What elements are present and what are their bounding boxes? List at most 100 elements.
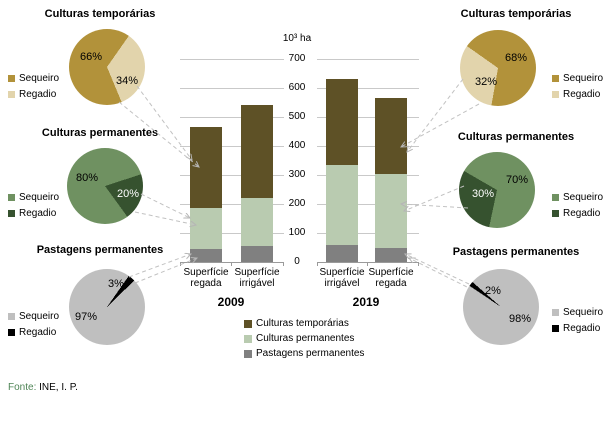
y-tick-label: 0 [294, 256, 300, 267]
legend-label: Sequeiro [563, 191, 604, 203]
legend-swatch [8, 209, 15, 217]
gridline [180, 59, 284, 60]
y-tick-label: 500 [288, 111, 306, 122]
legend-item: Culturas permanentes [244, 331, 364, 346]
bar-segment [375, 98, 407, 174]
pie-culturas-temporarias-2019: 68% 32% [460, 30, 536, 106]
bar-2019-superficie-irrigavel [326, 59, 358, 262]
pie-slice-label: 20% [116, 188, 140, 200]
legend-swatch [244, 319, 252, 328]
pie-culturas-permanentes-2019: 70% 30% [459, 152, 535, 228]
category-label: Superfície regada [368, 267, 414, 289]
y-tick-label: 300 [288, 169, 306, 180]
pie-title-pastagens-permanentes-2019: Pastagens permanentes [452, 246, 580, 258]
pie-slice-label: 3% [108, 278, 124, 290]
legend-label: Culturas permanentes [256, 333, 355, 344]
legend-swatch [552, 324, 559, 332]
gridline [317, 88, 419, 89]
group-label-2019: 2019 [352, 295, 380, 309]
bar-segment [326, 79, 358, 165]
bar-segment [241, 246, 273, 262]
gridline [317, 117, 419, 118]
legend-label: Sequeiro [19, 310, 60, 322]
x-axis-line [317, 262, 419, 263]
bar-2009-superficie-irrigavel [241, 59, 273, 262]
legend-item: Regadio [8, 324, 59, 340]
bar-segment [190, 208, 222, 249]
pie-slice-label: 97% [74, 311, 98, 323]
pie-title-culturas-permanentes-2019: Culturas permanentes [457, 131, 575, 143]
legend-swatch [8, 193, 15, 201]
gridline [180, 175, 284, 176]
gridline [317, 146, 419, 147]
legend-swatch [552, 193, 559, 201]
y-tick-label: 700 [288, 53, 306, 64]
pie-culturas-temporarias-2009: 66% 34% [69, 29, 145, 105]
x-axis-line [180, 262, 284, 263]
bar-segment [326, 164, 358, 245]
category-label: Superfície irrigável [234, 267, 280, 289]
legend-label: Culturas temporárias [256, 318, 349, 329]
legend-swatch [552, 209, 559, 217]
category-label: Superfície regada [183, 267, 229, 289]
pie-pastagens-permanentes-2019: 98% 2% [463, 269, 539, 345]
y-axis-unit: 10³ ha [282, 33, 312, 44]
bar-chart-legend: Culturas temporárias Culturas permanente… [244, 316, 364, 361]
legend-item: Regadio [552, 205, 603, 221]
pie-legend: Sequeiro Regadio [8, 308, 59, 340]
bar-segment [241, 198, 273, 247]
legend-label: Regadio [563, 322, 601, 334]
pie-title-culturas-permanentes-2009: Culturas permanentes [41, 127, 159, 139]
y-tick-label: 200 [288, 198, 306, 209]
legend-swatch [552, 308, 559, 316]
gridline [180, 204, 284, 205]
legend-item: Sequeiro [552, 304, 603, 320]
source-note: Fonte: INE, I. P. [8, 382, 78, 393]
pie-slice-label: 98% [508, 313, 532, 325]
legend-label: Pastagens permanentes [256, 348, 365, 359]
bar-segment [375, 247, 407, 262]
legend-label: Regadio [19, 326, 57, 338]
bar-segment [326, 244, 358, 262]
gridline [317, 59, 419, 60]
legend-item: Sequeiro [8, 189, 59, 205]
pie-title-pastagens-permanentes-2009: Pastagens permanentes [36, 244, 164, 256]
pie-legend: Sequeiro Regadio [552, 189, 603, 221]
bar-segment [375, 173, 407, 248]
legend-label: Sequeiro [563, 72, 604, 84]
pie-legend: Sequeiro Regadio [552, 70, 603, 102]
legend-label: Sequeiro [19, 191, 60, 203]
legend-item: Regadio [552, 86, 603, 102]
pie-slice-label: 34% [115, 75, 139, 87]
bar-segment [190, 248, 222, 262]
pie-slice-label: 66% [79, 51, 103, 63]
legend-item: Sequeiro [552, 70, 603, 86]
pie-slice-label: 70% [505, 174, 529, 186]
pie-legend: Sequeiro Regadio [8, 70, 59, 102]
axis-tick [418, 262, 419, 266]
axis-tick [367, 262, 368, 266]
source-prefix: Fonte: [8, 382, 37, 393]
gridline [180, 233, 284, 234]
legend-label: Sequeiro [19, 72, 60, 84]
legend-label: Regadio [563, 88, 601, 100]
legend-swatch [552, 90, 559, 98]
legend-swatch [8, 328, 15, 336]
pie-slice-label: 68% [504, 52, 528, 64]
legend-swatch [8, 90, 15, 98]
axis-tick [180, 262, 181, 266]
pie-slice-label: 2% [485, 285, 501, 297]
legend-swatch [8, 312, 15, 320]
legend-label: Regadio [19, 88, 57, 100]
bar-2019-superficie-regada [375, 59, 407, 262]
legend-item: Pastagens permanentes [244, 346, 364, 361]
axis-tick [317, 262, 318, 266]
legend-label: Regadio [563, 207, 601, 219]
axis-tick [231, 262, 232, 266]
axis-tick [283, 262, 284, 266]
legend-item: Sequeiro [8, 308, 59, 324]
gridline [317, 204, 419, 205]
y-tick-label: 400 [288, 140, 306, 151]
gridline [180, 146, 284, 147]
